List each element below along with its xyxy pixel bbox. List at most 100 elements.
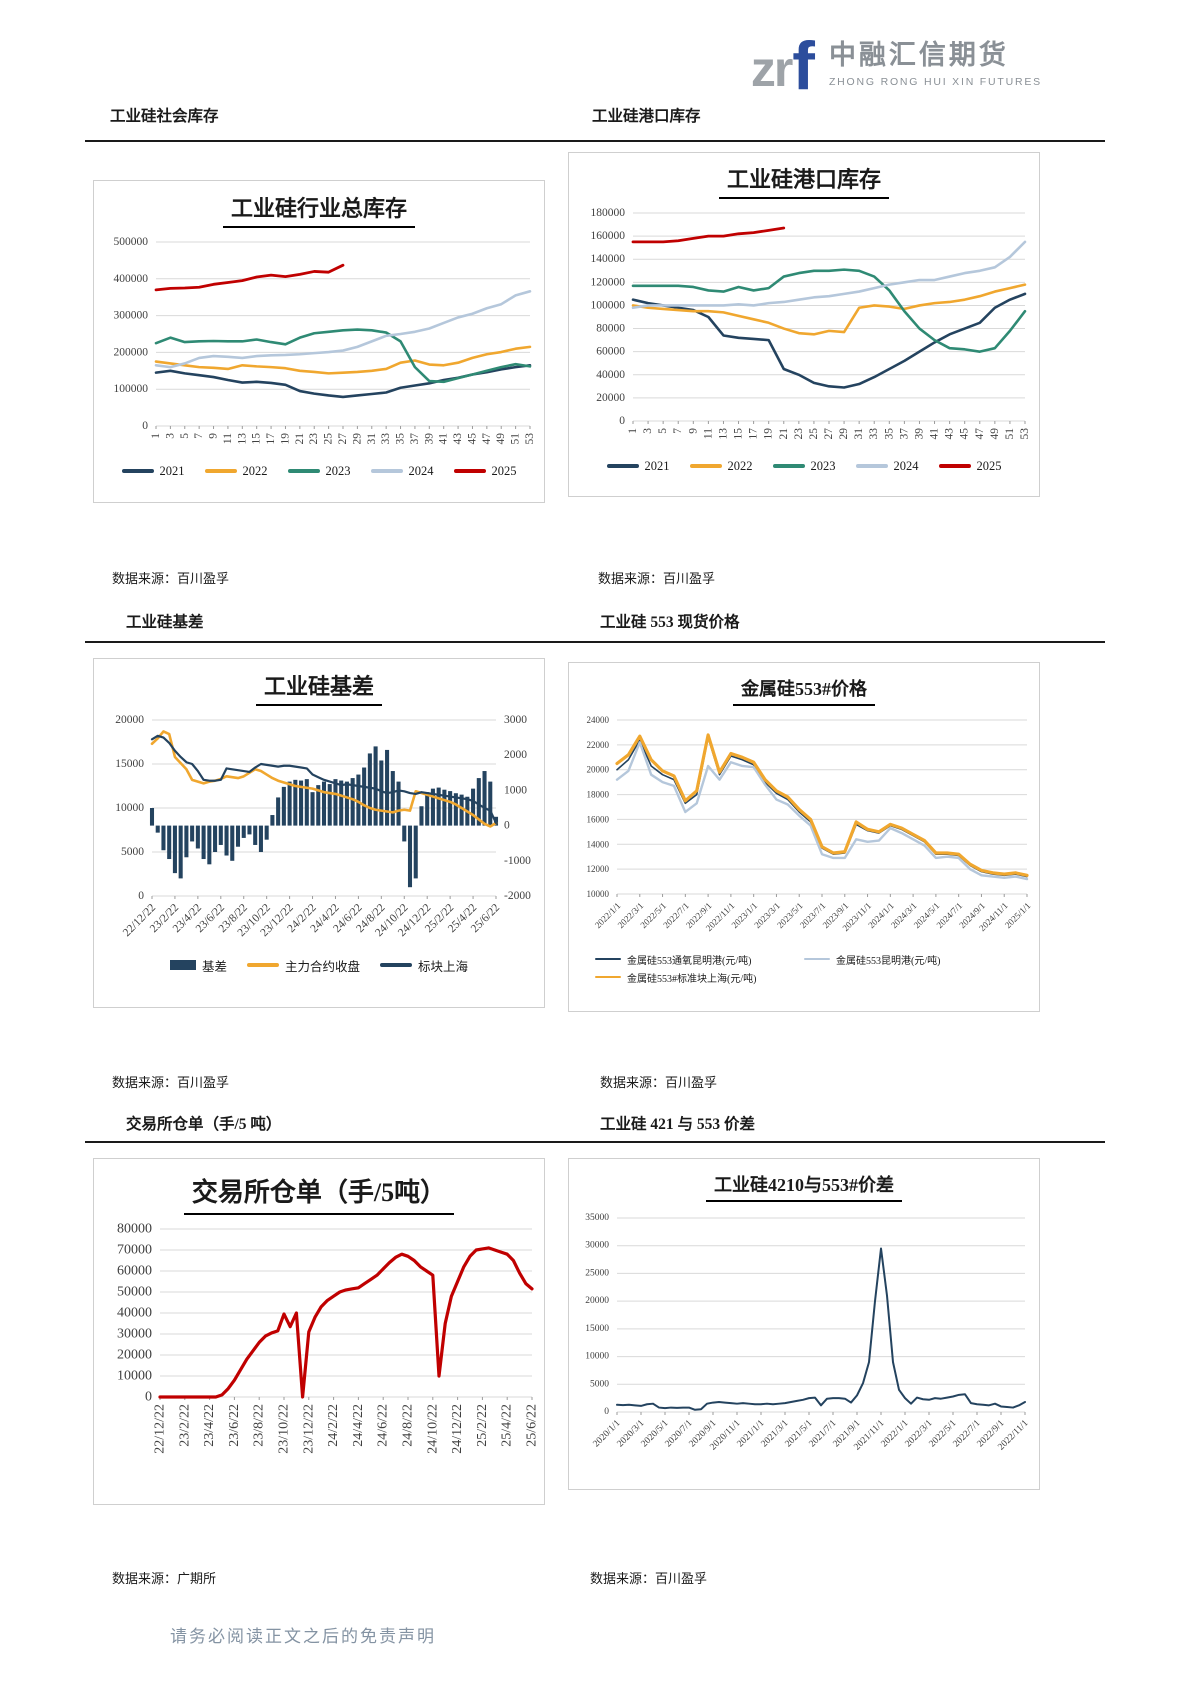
svg-text:140000: 140000 bbox=[591, 253, 626, 265]
svg-text:23/4/22: 23/4/22 bbox=[202, 1404, 217, 1447]
legend-label: 2024 bbox=[893, 458, 919, 473]
svg-text:16000: 16000 bbox=[587, 814, 610, 824]
legend-swatch bbox=[689, 464, 722, 468]
svg-text:0: 0 bbox=[604, 1407, 609, 1417]
data-source: 数据来源：百川盈孚 bbox=[600, 1075, 718, 1090]
svg-text:33: 33 bbox=[380, 432, 392, 444]
section-title-port-inventory: 工业硅港口库存 bbox=[592, 108, 701, 125]
svg-text:10000: 10000 bbox=[115, 802, 144, 814]
svg-text:200000: 200000 bbox=[114, 346, 149, 358]
legend-label: 2025 bbox=[976, 458, 1002, 473]
svg-text:31: 31 bbox=[853, 427, 865, 439]
svg-text:7: 7 bbox=[193, 432, 205, 438]
legend-label: 2021 bbox=[159, 463, 185, 478]
legend-label: 2023 bbox=[325, 463, 351, 478]
chart-plot: 10000 12000 14000 16000 18000 20000 22000 24000… bbox=[569, 712, 1039, 950]
chart-legend: 金属硅553通氧昆明港(元/吨) 金属硅553昆明港(元/吨) 金属硅553#标准块… bbox=[569, 952, 1039, 985]
svg-text:1: 1 bbox=[627, 427, 639, 433]
svg-text:5000: 5000 bbox=[121, 846, 144, 858]
svg-text:33: 33 bbox=[868, 427, 880, 439]
svg-text:3000: 3000 bbox=[504, 714, 527, 726]
legend-item: 主力合约收盘 bbox=[246, 956, 360, 975]
svg-text:49: 49 bbox=[495, 432, 507, 444]
legend-swatch bbox=[370, 469, 403, 473]
svg-text:100000: 100000 bbox=[114, 383, 149, 395]
svg-text:20000: 20000 bbox=[596, 391, 625, 403]
legend-swatch bbox=[938, 464, 971, 468]
legend-swatch bbox=[595, 957, 621, 961]
legend-swatch bbox=[380, 963, 412, 967]
divider-line bbox=[85, 641, 1105, 643]
svg-text:25/4/22: 25/4/22 bbox=[500, 1404, 515, 1447]
legend-swatch bbox=[204, 469, 237, 473]
svg-text:35: 35 bbox=[395, 432, 407, 444]
svg-text:22/12/22: 22/12/22 bbox=[153, 1404, 168, 1454]
svg-text:40000: 40000 bbox=[117, 1305, 152, 1320]
svg-text:60000: 60000 bbox=[117, 1263, 152, 1278]
svg-text:20000: 20000 bbox=[585, 1296, 609, 1306]
chart-canvas: 0 20000 40000 60000 80000 100000 120000 140000 1… bbox=[591, 207, 1032, 440]
svg-text:47: 47 bbox=[974, 427, 986, 439]
section-title-421-553-spread: 工业硅 421 与 553 价差 bbox=[600, 1116, 756, 1133]
legend-item: 标块上海 bbox=[380, 956, 468, 975]
legend-item: 2024 bbox=[855, 458, 919, 474]
svg-text:39: 39 bbox=[423, 432, 435, 444]
footer-disclaimer: 请务必阅读正文之后的免责声明 bbox=[170, 1627, 436, 1646]
svg-text:10000: 10000 bbox=[117, 1368, 152, 1383]
svg-text:17: 17 bbox=[748, 427, 760, 439]
svg-text:35: 35 bbox=[883, 427, 895, 439]
data-source: 数据来源：百川盈孚 bbox=[112, 571, 230, 586]
svg-text:0: 0 bbox=[504, 819, 510, 831]
svg-text:27: 27 bbox=[337, 432, 349, 444]
legend-item: 金属硅553昆明港(元/吨) bbox=[804, 952, 1013, 967]
data-source: 数据来源：百川盈孚 bbox=[112, 1075, 230, 1090]
chart-plot: 0 5000 10000 15000 20000 -2000 -1000 0 1000 2000 3… bbox=[94, 710, 544, 954]
svg-text:45: 45 bbox=[466, 432, 478, 444]
section-title-social-inventory: 工业硅社会库存 bbox=[110, 108, 219, 125]
svg-text:3: 3 bbox=[642, 427, 654, 433]
legend-item: 2023 bbox=[287, 463, 351, 479]
svg-text:51: 51 bbox=[510, 432, 522, 444]
legend-item: 2025 bbox=[453, 463, 517, 479]
chart-legend: 2021 2022 2023 2024 2025 bbox=[94, 464, 544, 479]
svg-text:15000: 15000 bbox=[585, 1323, 609, 1333]
legend-item: 金属硅553#标准块上海(元/吨) bbox=[595, 970, 804, 985]
chart-canvas: 050001000015000200002500030000350002020/… bbox=[585, 1213, 1030, 1453]
svg-text:9: 9 bbox=[687, 427, 699, 433]
svg-text:43: 43 bbox=[944, 427, 956, 439]
svg-text:25/6/22: 25/6/22 bbox=[525, 1404, 540, 1447]
legend-label: 2025 bbox=[491, 463, 517, 478]
legend-label: 2022 bbox=[727, 458, 753, 473]
chart-title: 工业硅港口库存 bbox=[569, 166, 1039, 199]
legend-label: 标块上海 bbox=[418, 959, 469, 974]
legend-label: 2023 bbox=[810, 458, 836, 473]
svg-text:120000: 120000 bbox=[591, 276, 626, 288]
logo-mark: zr f bbox=[751, 26, 815, 100]
svg-text:70000: 70000 bbox=[117, 1242, 152, 1257]
svg-text:20000: 20000 bbox=[587, 764, 610, 774]
svg-text:15: 15 bbox=[251, 432, 263, 444]
svg-text:37: 37 bbox=[409, 432, 421, 444]
svg-text:5: 5 bbox=[179, 432, 191, 438]
svg-text:11: 11 bbox=[222, 432, 234, 443]
svg-text:35000: 35000 bbox=[585, 1213, 609, 1223]
svg-text:41: 41 bbox=[438, 432, 450, 444]
legend-swatch bbox=[453, 469, 486, 473]
chart-plot: 0 10000 20000 30000 40000 50000 60000 70000 8000… bbox=[94, 1221, 544, 1493]
svg-text:41: 41 bbox=[929, 427, 941, 439]
svg-text:50000: 50000 bbox=[117, 1284, 152, 1299]
legend-label: 金属硅553昆明港(元/吨) bbox=[836, 955, 941, 967]
svg-text:500000: 500000 bbox=[114, 236, 149, 248]
chart-canvas: 10000 12000 14000 16000 18000 20000 22000 24000… bbox=[587, 715, 1033, 933]
svg-text:23/8/22: 23/8/22 bbox=[252, 1404, 267, 1447]
chart-legend: 基差 主力合约收盘 标块上海 bbox=[94, 956, 544, 975]
chart-plot: 0 20000 40000 60000 80000 100000 120000 140000 1… bbox=[569, 205, 1039, 457]
legend-label: 主力合约收盘 bbox=[284, 959, 360, 974]
legend-swatch bbox=[595, 975, 621, 979]
svg-text:23: 23 bbox=[793, 427, 805, 439]
legend-label: 2022 bbox=[242, 463, 268, 478]
legend-item: 2023 bbox=[772, 458, 836, 474]
svg-text:45: 45 bbox=[959, 427, 971, 439]
svg-text:27: 27 bbox=[823, 427, 835, 439]
